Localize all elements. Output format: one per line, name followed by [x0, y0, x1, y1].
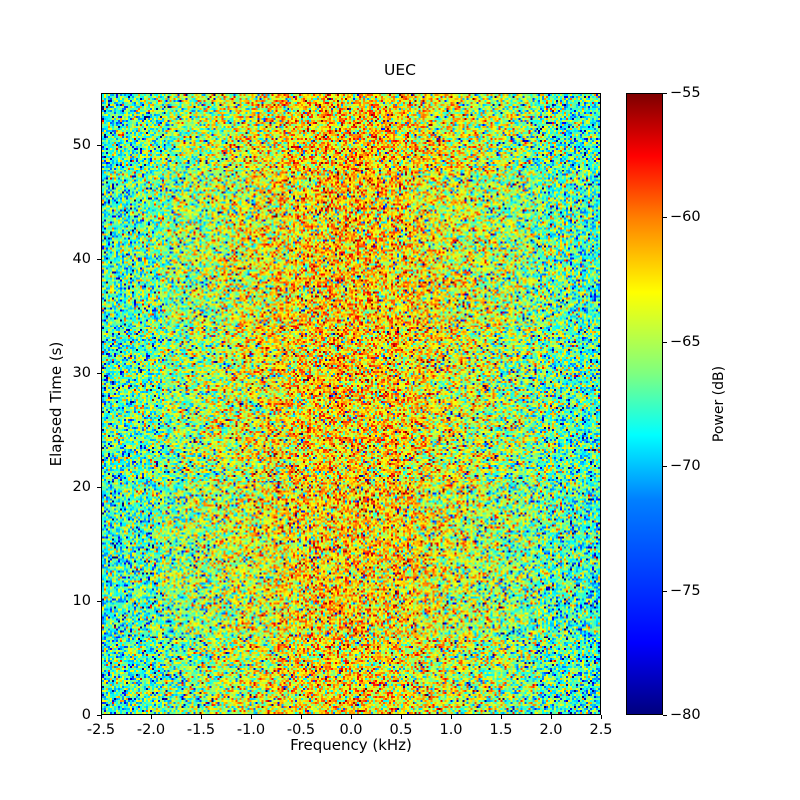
y-tick-mark [97, 487, 101, 489]
x-axis-label: Frequency (kHz) [290, 736, 412, 754]
colorbar-tick-mark [663, 715, 667, 716]
x-tick-mark [351, 715, 352, 719]
x-tick-label: 1.0 [439, 722, 463, 738]
colorbar-tick-label: −75 [670, 582, 701, 599]
colorbar-tick-mark [663, 466, 667, 468]
x-tick-mark [551, 715, 552, 719]
x-tick-label: -2.0 [136, 722, 166, 738]
x-tick-mark [151, 715, 152, 719]
y-tick-label: 20 [72, 479, 91, 496]
colorbar-tick-label: −65 [670, 333, 701, 350]
y-tick-mark [97, 145, 101, 147]
colorbar-tick-label: −70 [670, 458, 701, 475]
x-tick-label: 1.5 [489, 722, 513, 738]
y-tick-mark [97, 373, 101, 375]
colorbar-tick-label: −80 [670, 707, 701, 723]
colorbar-label-text: Power (dB) [711, 365, 727, 443]
x-tick-mark [401, 715, 402, 719]
x-tick-label: 0.0 [339, 722, 363, 738]
colorbar-tick-label: −60 [670, 209, 701, 226]
colorbar-tick-mark [663, 93, 667, 94]
colorbar-tick-mark [663, 590, 667, 592]
y-tick-mark [97, 259, 101, 261]
y-tick-mark [97, 601, 101, 603]
x-tick-label: -1.0 [236, 722, 266, 738]
y-tick-mark [97, 715, 101, 716]
y-tick-label: 30 [72, 365, 91, 382]
x-tick-mark [501, 715, 502, 719]
x-tick-mark [201, 715, 202, 719]
x-tick-mark [601, 715, 602, 719]
colorbar-tick-label: −55 [670, 85, 701, 101]
x-tick-mark [451, 715, 452, 719]
y-tick-label: 0 [81, 707, 91, 723]
colorbar-tick-mark [663, 341, 667, 343]
title-line-station: UEC [384, 60, 416, 79]
y-tick-label: 50 [72, 137, 91, 154]
power-colorbar [626, 93, 663, 715]
x-tick-label: 0.5 [389, 722, 413, 738]
y-axis-label-text: Elapsed Time (s) [47, 341, 65, 467]
spectrogram-plot-area [101, 93, 601, 715]
x-tick-label: 2.0 [539, 722, 563, 738]
x-tick-label: -1.5 [186, 722, 216, 738]
x-tick-label: -0.5 [286, 722, 316, 738]
x-tick-mark [251, 715, 252, 719]
x-tick-mark [101, 715, 102, 719]
x-tick-label: 2.5 [589, 722, 613, 738]
y-tick-label: 10 [72, 593, 91, 610]
colorbar-tick-mark [663, 217, 667, 219]
x-tick-mark [301, 715, 302, 719]
y-tick-label: 40 [72, 251, 91, 268]
spectrogram-heatmap-canvas [102, 94, 600, 714]
x-tick-label: -2.5 [86, 722, 116, 738]
